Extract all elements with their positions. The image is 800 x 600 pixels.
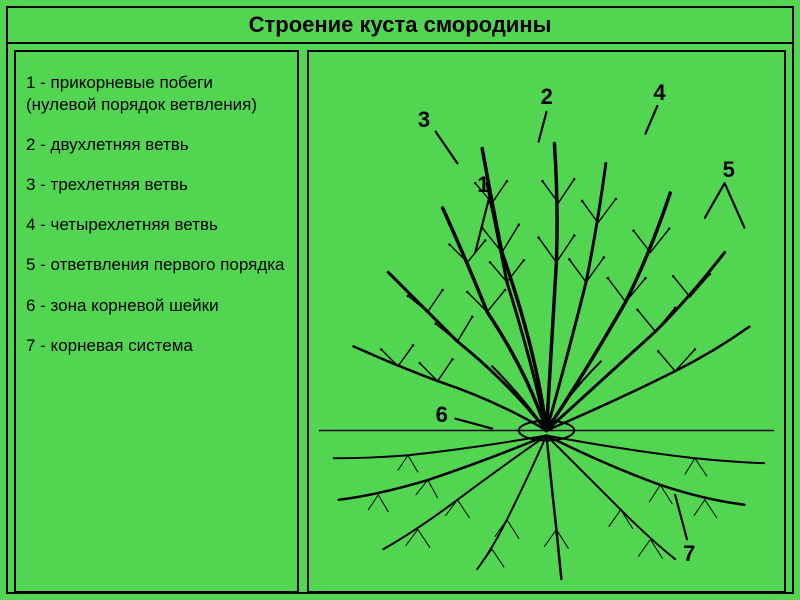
callout-5: 5 [723,157,735,183]
title-text: Строение куста смородины [249,12,552,37]
legend-item-3: 3 - трехлетняя ветвь [26,174,287,196]
outer-frame: Строение куста смородины 1 - прикорневые… [6,6,794,594]
callout-2: 2 [541,84,553,110]
legend-item-2: 2 - двухлетняя ветвь [26,134,287,156]
legend-item-1: 1 - прикорневые побеги (нулевой порядок … [26,72,287,116]
callout-1: 1 [477,172,489,198]
legend-panel: 1 - прикорневые побеги (нулевой порядок … [14,50,299,593]
legend-item-4: 4 - четырехлетняя ветвь [26,214,287,236]
callout-6: 6 [436,402,448,428]
callout-3: 3 [418,107,430,133]
legend-item-7: 7 - корневая система [26,335,287,357]
legend-item-6: 6 - зона корневой шейки [26,295,287,317]
bush-diagram [309,52,784,591]
callout-7: 7 [683,541,695,567]
legend-item-5: 5 - ответвления первого порядка [26,254,287,276]
title-bar: Строение куста смородины [8,8,792,44]
diagram-panel: 1 2 3 4 5 6 7 [307,50,786,593]
content-row: 1 - прикорневые побеги (нулевой порядок … [8,44,792,599]
callout-4: 4 [653,80,665,106]
